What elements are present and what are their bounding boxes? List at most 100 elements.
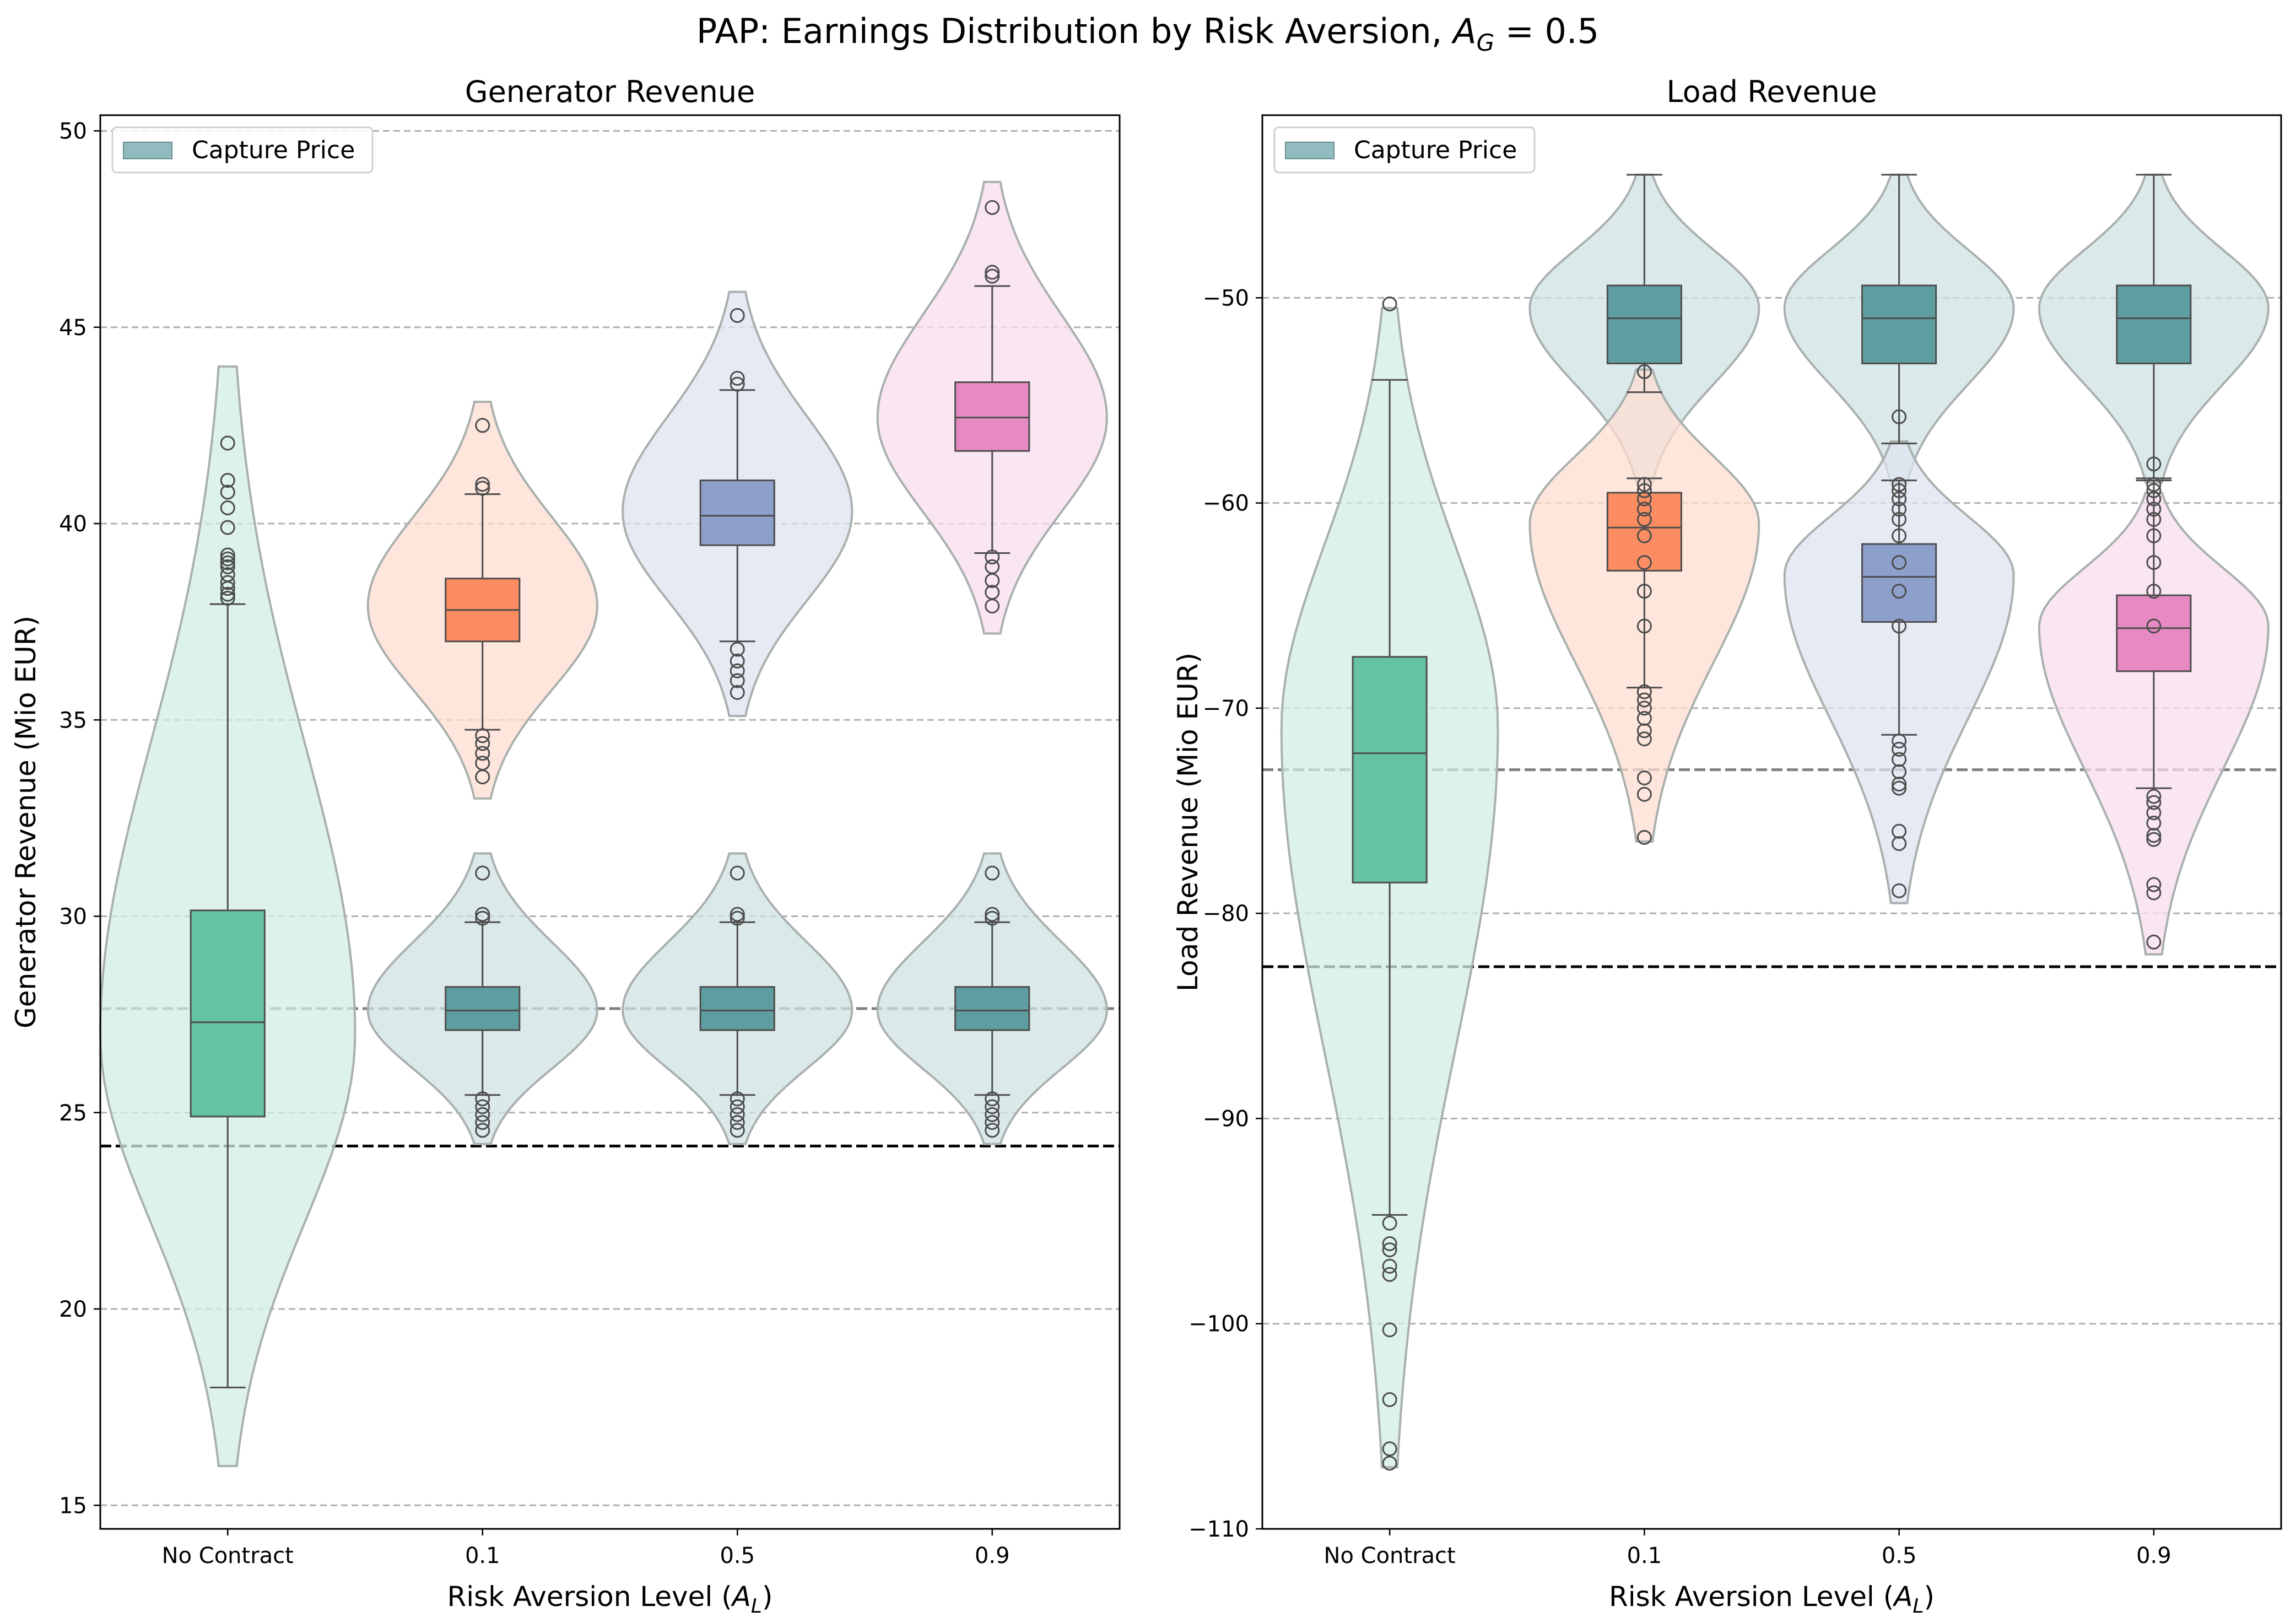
outlier-point	[1892, 483, 1907, 498]
x-axis-label-prefix: Risk Aversion Level (	[447, 1581, 732, 1613]
outlier-point	[985, 910, 1000, 926]
outlier-point	[1636, 584, 1652, 599]
x-axis-label: Risk Aversion Level (AL)	[447, 1581, 772, 1618]
outlier-point	[2146, 528, 2162, 543]
outlier-point	[1636, 483, 1652, 498]
x-axis-label-suffix: )	[1924, 1581, 1935, 1613]
outlier-point	[1382, 1392, 1397, 1407]
outlier-point	[730, 1115, 745, 1130]
outlier-point	[1382, 296, 1397, 311]
y-tick-label: −100	[1188, 1312, 1249, 1337]
x-tick-label: 0.5	[1882, 1543, 1917, 1569]
outlier-point	[220, 435, 235, 451]
outlier-point	[1636, 477, 1652, 492]
outlier-point	[730, 1099, 745, 1114]
y-tick-label: −110	[1188, 1517, 1249, 1542]
outlier-point	[475, 736, 490, 751]
legend-swatch	[123, 142, 172, 159]
outlier-point	[730, 642, 745, 657]
outlier-point	[985, 907, 1000, 922]
outlier-point	[985, 265, 1000, 280]
x-axis-label-sub: L	[1913, 1595, 1924, 1618]
outlier-point	[1892, 502, 1907, 517]
generator-revenue-panel: 15 20 25 30 35 40 45 50 No Contract 0.1 0.5 0.9 Gene…	[10, 74, 1121, 1618]
outlier-point	[220, 520, 235, 535]
y-axis-label: Generator Revenue (Mio EUR)	[10, 616, 42, 1028]
outlier-point	[1636, 511, 1652, 527]
box	[1606, 492, 1682, 572]
outlier-point	[1892, 836, 1907, 852]
outlier-point	[2146, 618, 2162, 634]
outlier-point	[2146, 502, 2162, 517]
box	[1352, 656, 1428, 883]
y-axis-label: Load Revenue (Mio EUR)	[1172, 653, 1204, 991]
x-tick-label: 0.1	[465, 1543, 500, 1569]
legend-box	[111, 126, 374, 174]
outlier-point	[1382, 1456, 1397, 1471]
outlier-point	[985, 200, 1000, 215]
x-tick-label: 0.1	[1627, 1543, 1662, 1569]
outlier-point	[475, 1091, 490, 1107]
box	[1606, 284, 1682, 364]
outlier-point	[220, 559, 235, 574]
y-tick-label: 30	[59, 904, 87, 930]
x-axis-label: Risk Aversion Level (AL)	[1609, 1581, 1935, 1618]
legend-label: Capture Price	[1354, 136, 1517, 164]
outlier-point	[1892, 511, 1907, 527]
outlier-point	[2146, 828, 2162, 843]
outlier-point	[730, 1107, 745, 1122]
y-tick-label: 40	[59, 511, 87, 537]
x-axis-label-suffix: )	[762, 1581, 773, 1613]
outlier-point	[985, 1115, 1000, 1130]
outlier-point	[730, 376, 745, 392]
subplot-title: Generator Revenue	[465, 74, 755, 109]
outlier-point	[985, 549, 1000, 565]
outlier-point	[985, 1091, 1000, 1107]
outlier-point	[475, 907, 490, 922]
outlier-point	[220, 555, 235, 570]
outlier-point	[1636, 786, 1652, 802]
outlier-point	[1892, 823, 1907, 839]
outlier-point	[220, 567, 235, 583]
outlier-point	[985, 585, 1000, 600]
outlier-point	[1892, 764, 1907, 779]
box	[2116, 284, 2192, 364]
outlier-point	[1892, 733, 1907, 748]
outlier-point	[1382, 1236, 1397, 1252]
y-tick-label: 20	[59, 1297, 87, 1322]
outlier-point	[730, 685, 745, 700]
box	[699, 479, 775, 546]
box	[445, 986, 521, 1031]
outlier-point	[2146, 934, 2162, 950]
outlier-point	[2146, 511, 2162, 527]
outlier-point	[985, 1099, 1000, 1114]
outlier-point	[1636, 528, 1652, 543]
legend-box	[1273, 126, 1536, 174]
outlier-point	[2146, 555, 2162, 570]
outlier-point	[475, 1099, 490, 1114]
suptitle-suffix: = 0.5	[1494, 11, 1599, 51]
outlier-point	[2146, 815, 2162, 831]
x-axis-label-sub: L	[751, 1595, 762, 1618]
outlier-point	[1636, 555, 1652, 570]
outlier-point	[1636, 829, 1652, 845]
x-tick-label: 0.9	[2136, 1543, 2171, 1569]
outlier-point	[1382, 1258, 1397, 1274]
outlier-point	[1636, 364, 1652, 379]
outlier-point	[475, 1115, 490, 1130]
outlier-point	[2146, 456, 2162, 472]
outlier-point	[1636, 491, 1652, 506]
outlier-point	[1382, 1441, 1397, 1457]
outlier-point	[985, 1107, 1000, 1122]
y-tick-label: 35	[59, 708, 87, 733]
outlier-point	[1892, 618, 1907, 634]
outlier-point	[2146, 483, 2162, 498]
outlier-point	[220, 473, 235, 488]
outlier-point	[2146, 584, 2162, 599]
outlier-point	[1636, 618, 1652, 634]
outlier-point	[1382, 1215, 1397, 1231]
outlier-point	[985, 865, 1000, 881]
outlier-point	[985, 268, 1000, 284]
load-revenue-panel: −110 −100 −90 −80 −70 −60 −50 No Contract 0.1 0.5…	[1172, 74, 2282, 1618]
outlier-point	[1636, 502, 1652, 517]
